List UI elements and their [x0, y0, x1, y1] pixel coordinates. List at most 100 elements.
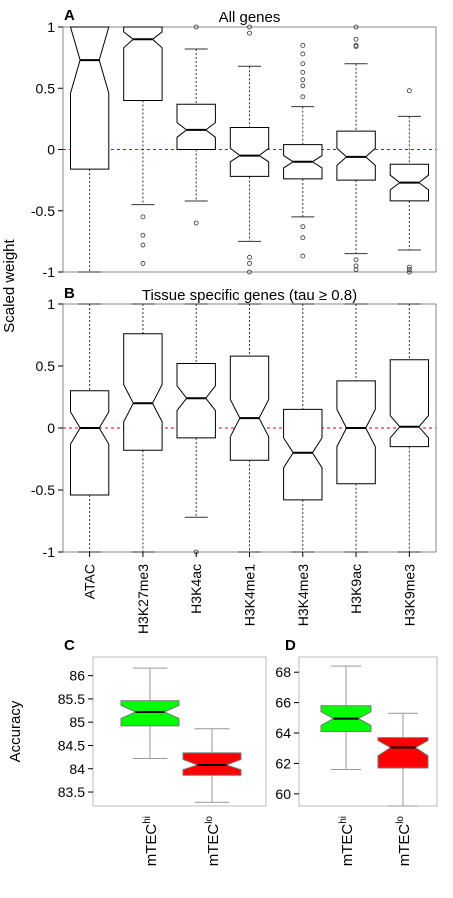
y-tick-label: 84 — [69, 761, 85, 777]
outlier-point — [300, 42, 306, 48]
panel-title: Tissue specific genes (tau ≥ 0.8) — [142, 287, 357, 304]
outlier-point — [353, 267, 359, 272]
box-body — [229, 355, 270, 461]
box-body — [176, 103, 216, 150]
x-tick-label: mTEClo — [395, 816, 413, 867]
plot-frame — [298, 656, 438, 807]
outlier-point — [193, 220, 199, 226]
outlier-point — [300, 253, 306, 259]
outlier-point — [300, 235, 306, 241]
box-body — [120, 700, 180, 727]
box-mteclo: mTEClo — [182, 728, 242, 867]
y-tick-label: 68 — [275, 664, 291, 680]
y-tick-label: 86 — [69, 668, 85, 684]
box-body — [377, 737, 429, 769]
panels: A All genes 1 0.5 0 -0.5 -1 B Tissue specific ge… — [7, 7, 438, 867]
outlier-point — [140, 261, 146, 266]
outlier-point — [300, 51, 306, 57]
y-axis-label: Accuracy — [7, 700, 24, 762]
x-tick-label-superscript: hi — [338, 816, 349, 824]
box-body — [69, 26, 110, 170]
x-tick-label-superscript: lo — [395, 816, 406, 824]
panel-letter: D — [285, 637, 296, 654]
box-body — [176, 363, 216, 439]
box-h3k4ac: H3K4ac — [176, 303, 216, 614]
plot-frame — [92, 656, 267, 807]
box-h3k9me3 — [389, 88, 429, 275]
panel-letter: B — [64, 285, 75, 302]
y-tick-label: 64 — [275, 725, 291, 741]
outlier-point — [193, 24, 199, 30]
y-tick-label: 1 — [47, 296, 55, 312]
panel-letter: C — [64, 637, 75, 654]
panel-letter: A — [64, 7, 75, 24]
x-tick-label: mTEChi — [338, 816, 356, 866]
box-h3k9ac: H3K9ac — [336, 303, 376, 614]
box-h3k9me3: H3K9me3 — [389, 303, 429, 626]
x-tick-label: H3K4me1 — [242, 564, 258, 626]
box-h3k4me1 — [229, 24, 270, 275]
y-tick-label: 60 — [275, 786, 291, 802]
outlier-point — [300, 83, 306, 89]
outlier-point — [247, 254, 252, 260]
y-tick-label: 66 — [275, 695, 291, 711]
y-tick-label: -0.5 — [31, 482, 55, 498]
y-tick-label: 85 — [69, 714, 85, 730]
outlier-point — [353, 24, 359, 30]
y-tick-label: 0.5 — [36, 358, 56, 374]
outlier-point — [300, 94, 306, 100]
panel-title: All genes — [219, 9, 281, 26]
box-h3k27me3: H3K27me3 — [123, 303, 163, 634]
x-tick-label-base: mTEC — [396, 824, 413, 867]
x-tick-label: H3K27me3 — [135, 564, 151, 634]
outlier-point — [406, 88, 412, 94]
outlier-point — [353, 257, 359, 263]
outlier-point — [353, 36, 359, 42]
box-h3k27me3 — [123, 26, 163, 266]
y-tick-label: -0.5 — [31, 203, 55, 219]
box-body — [70, 390, 110, 496]
outlier-point — [140, 242, 146, 248]
y-tick-label: 85.5 — [58, 691, 85, 707]
x-tick-label: H3K9me3 — [401, 564, 417, 626]
box-body — [336, 380, 376, 485]
x-tick-label-superscript: hi — [142, 816, 153, 824]
y-tick-label: 62 — [275, 755, 291, 771]
outlier-point — [140, 214, 146, 220]
box-h3k4me3: H3K4me3 — [283, 303, 323, 626]
box-body — [283, 408, 323, 501]
outlier-point — [247, 269, 252, 275]
y-tick-label: -1 — [43, 544, 56, 560]
x-tick-label: H3K4ac — [188, 564, 204, 614]
box-mtechi: mTEChi — [320, 665, 372, 866]
outlier-point — [247, 261, 252, 266]
box-mtechi: mTEChi — [120, 667, 180, 866]
box-body — [389, 359, 429, 448]
y-tick-label: 0 — [47, 142, 55, 158]
box-h3k4ac — [176, 24, 216, 226]
outlier-point — [140, 232, 146, 238]
box-h3k4me1: H3K4me1 — [229, 303, 270, 626]
x-tick-label: H3K4me3 — [295, 564, 311, 626]
outlier-point — [300, 69, 306, 75]
y-tick-label: 0 — [47, 420, 55, 436]
box-atac — [69, 26, 110, 273]
outlier-point — [300, 61, 306, 67]
box-body — [336, 130, 376, 181]
box-h3k9ac — [336, 24, 376, 272]
x-tick-label: H3K9ac — [348, 564, 364, 614]
outlier-point — [300, 77, 306, 83]
x-tick-label-base: mTEC — [205, 824, 222, 867]
y-tick-label: 84.5 — [58, 737, 85, 753]
box-atac: ATAC — [70, 303, 110, 599]
outlier-point — [406, 264, 412, 270]
y-tick-label: 83.5 — [58, 784, 85, 800]
y-tick-label: -1 — [43, 264, 56, 280]
y-tick-label: 0.5 — [36, 80, 56, 96]
box-h3k4me3 — [283, 42, 323, 259]
box-body — [229, 127, 270, 177]
panel-a: A All genes 1 0.5 0 -0.5 -1 — [31, 7, 437, 280]
